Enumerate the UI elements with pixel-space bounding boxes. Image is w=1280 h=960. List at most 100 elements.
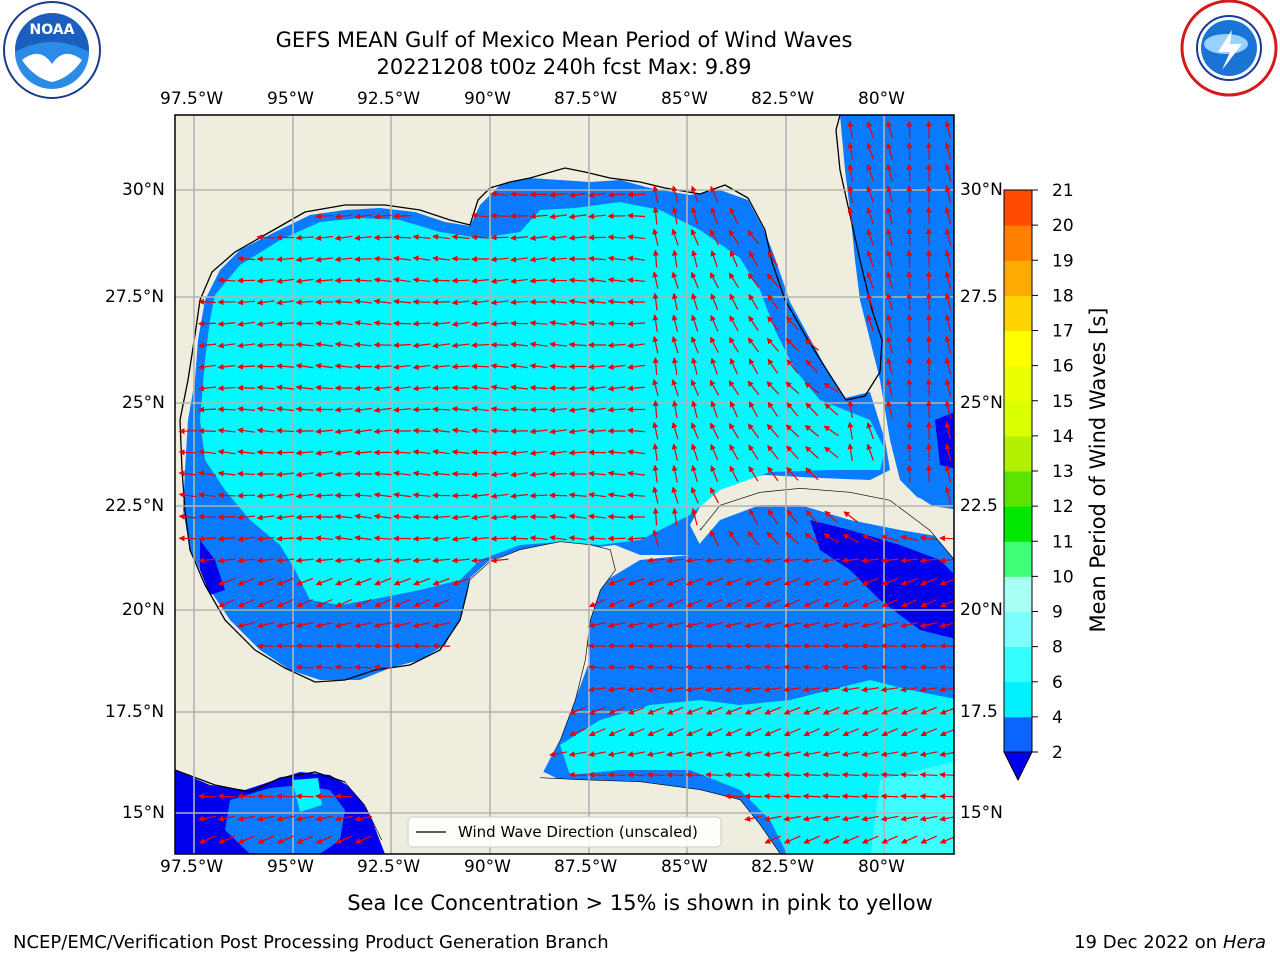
wave-direction-arrow	[588, 320, 607, 327]
lon-tick: 90°W	[464, 89, 511, 109]
wave-direction-arrow	[217, 815, 236, 822]
wave-direction-arrow	[847, 163, 854, 182]
wave-direction-arrow	[646, 622, 665, 629]
wave-direction-arrow	[880, 793, 899, 800]
wave-direction-arrow	[847, 400, 854, 418]
wave-direction-arrow	[432, 598, 450, 608]
wave-direction-arrow	[549, 471, 568, 478]
wave-direction-arrow	[841, 557, 860, 564]
cuba-land	[700, 480, 954, 559]
wave-direction-arrow	[354, 835, 372, 844]
wave-direction-arrow	[178, 449, 197, 456]
wave-direction-arrow	[451, 363, 470, 370]
wave-direction-arrow	[276, 577, 294, 586]
wave-direction-arrow	[728, 530, 740, 546]
wave-direction-arrow	[822, 706, 840, 715]
wave-direction-arrow	[529, 363, 548, 370]
wave-direction-arrow	[198, 342, 217, 349]
wave-direction-arrow	[393, 406, 412, 413]
wave-direction-arrow	[510, 535, 529, 542]
wave-direction-arrow	[568, 513, 587, 520]
wave-direction-arrow	[803, 598, 820, 608]
wave-direction-arrow	[588, 363, 607, 370]
wave-direction-arrow	[393, 577, 411, 586]
wave-direction-arrow	[198, 298, 217, 305]
wave-direction-arrow	[490, 256, 509, 263]
wave-direction-arrow	[627, 234, 646, 241]
wave-direction-arrow	[451, 277, 470, 284]
wave-direction-arrow	[354, 664, 373, 671]
wave-direction-arrow	[842, 598, 859, 608]
wave-direction-arrow	[588, 255, 607, 262]
wave-direction-arrow	[295, 622, 314, 629]
wave-direction-arrow	[802, 557, 821, 564]
wave-direction-arrow	[822, 815, 840, 822]
wave-direction-arrow	[823, 446, 839, 459]
wave-direction-arrow	[705, 706, 723, 715]
wave-direction-arrow	[373, 407, 392, 413]
wave-direction-arrow	[886, 335, 893, 354]
wave-direction-arrow	[451, 427, 470, 434]
wave-direction-arrow	[944, 206, 952, 225]
wave-direction-arrow	[451, 384, 470, 391]
wave-direction-arrow	[432, 470, 451, 477]
wave-direction-arrow	[944, 228, 952, 246]
wave-direction-arrow	[529, 471, 548, 478]
wave-direction-arrow	[568, 751, 587, 758]
wave-direction-arrow	[529, 535, 548, 542]
wave-direction-arrow	[257, 598, 274, 608]
wave-direction-arrow	[767, 509, 779, 525]
wave-direction-arrow	[861, 706, 879, 715]
wave-direction-arrow	[256, 622, 275, 629]
wave-direction-arrow	[490, 406, 509, 413]
wave-direction-arrow	[925, 185, 932, 204]
lat-tick: 15°N	[960, 803, 1003, 823]
lat-tick: 27.5°N	[105, 287, 165, 307]
wave-direction-arrow	[432, 342, 451, 349]
wave-direction-arrow	[627, 320, 646, 327]
wave-direction-arrow	[393, 298, 412, 305]
wave-direction-arrow	[705, 664, 724, 671]
wave-direction-arrow	[847, 185, 854, 203]
wave-direction-arrow	[373, 385, 392, 392]
wave-direction-arrow	[900, 557, 919, 564]
wave-direction-arrow	[725, 598, 742, 608]
wave-direction-arrow	[725, 577, 743, 586]
wave-direction-arrow	[198, 835, 216, 844]
wave-direction-arrow	[178, 428, 197, 435]
wave-direction-arrow	[919, 557, 938, 564]
wave-direction-arrow	[627, 577, 645, 586]
wave-direction-arrow	[198, 557, 217, 564]
wave-direction-arrow	[412, 342, 431, 349]
wave-direction-arrow	[671, 314, 679, 332]
lon-tick: 92.5°W	[357, 857, 421, 877]
wave-direction-arrow	[373, 470, 392, 477]
wave-direction-arrow	[647, 598, 664, 608]
wave-direction-arrow	[315, 835, 333, 844]
wave-direction-arrow	[529, 492, 548, 499]
sea-ice-note-text: Sea Ice Concentration > 15% is shown in …	[347, 891, 933, 915]
wave-direction-arrow	[944, 292, 952, 311]
wave-direction-arrow	[767, 315, 779, 331]
wave-direction-arrow	[627, 686, 645, 693]
wave-direction-arrow	[354, 577, 372, 586]
wave-direction-arrow	[710, 207, 718, 225]
lat-tick: 22.5	[960, 496, 998, 516]
wave-direction-arrow	[767, 401, 779, 417]
wave-direction-arrow	[471, 427, 490, 434]
wave-direction-arrow	[490, 471, 509, 478]
wave-direction-arrow	[295, 406, 314, 413]
wave-direction-arrow	[920, 835, 938, 844]
wave-direction-arrow	[724, 622, 743, 629]
wave-direction-arrow	[666, 728, 684, 737]
wave-direction-arrow	[841, 622, 860, 629]
wave-direction-arrow	[549, 213, 568, 220]
wave-direction-arrow	[710, 250, 718, 268]
wave-direction-arrow	[866, 271, 874, 289]
wave-direction-arrow	[944, 421, 952, 440]
wave-direction-arrow	[412, 557, 431, 564]
wave-direction-arrow	[822, 622, 840, 629]
wave-direction-arrow	[900, 534, 918, 541]
wave-direction-arrow	[412, 492, 431, 499]
